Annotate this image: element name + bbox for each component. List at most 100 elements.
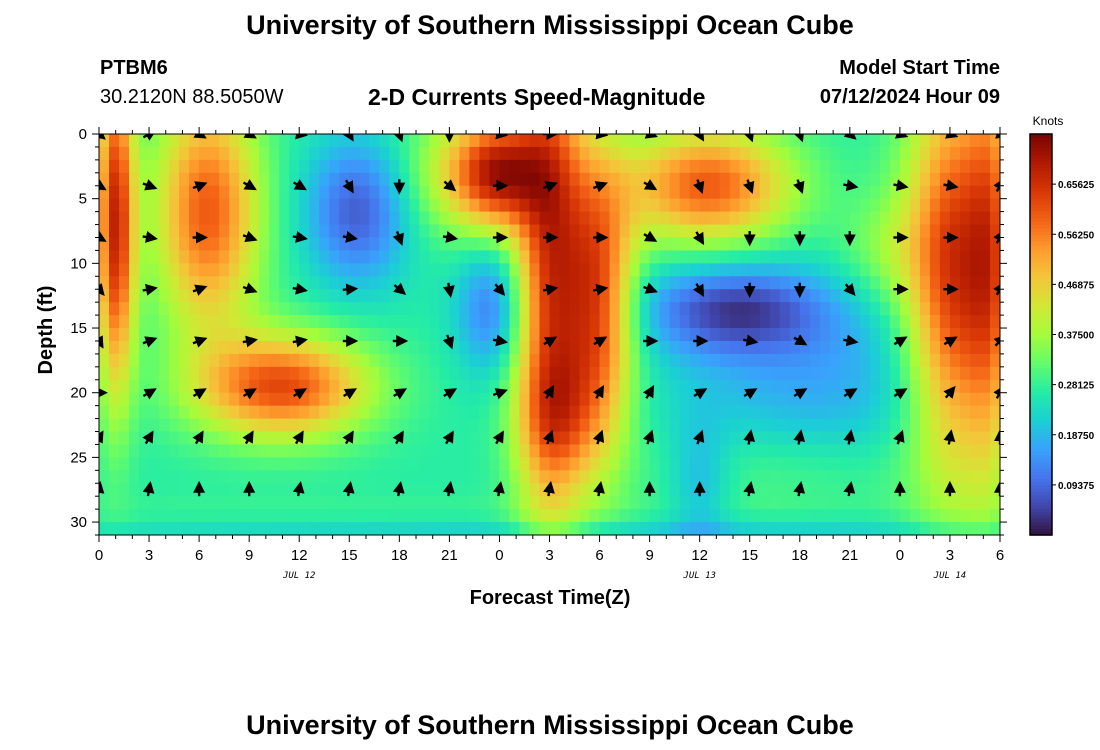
heatmap-cell xyxy=(119,444,130,458)
heatmap-cell xyxy=(239,198,250,213)
heatmap-cell xyxy=(839,289,851,303)
heatmap-cell xyxy=(169,431,180,446)
heatmap-cell xyxy=(209,366,220,381)
heatmap-cell xyxy=(329,224,340,239)
heatmap-cell xyxy=(949,224,961,239)
heatmap-cell xyxy=(709,185,721,200)
heatmap-cell xyxy=(679,276,691,290)
heatmap-cell xyxy=(559,353,571,368)
heatmap-cell xyxy=(329,198,340,213)
heatmap-cell xyxy=(129,353,140,368)
heatmap-cell xyxy=(909,198,921,213)
heatmap-cell xyxy=(279,483,290,497)
heatmap-cell xyxy=(559,457,571,471)
heatmap-cell xyxy=(809,522,821,535)
heatmap-cell xyxy=(539,353,551,368)
heatmap-cell xyxy=(919,146,931,161)
heatmap-cell xyxy=(939,134,951,148)
heatmap-cell xyxy=(169,172,180,187)
heatmap-cell xyxy=(699,483,711,497)
heatmap-cell xyxy=(929,470,941,484)
heatmap-cell xyxy=(199,496,210,510)
heatmap-cell xyxy=(119,172,130,187)
current-arrow xyxy=(242,179,257,191)
heatmap-cell xyxy=(909,289,921,303)
heatmap-cell xyxy=(179,340,190,355)
heatmap-cell xyxy=(499,172,511,187)
heatmap-cell xyxy=(459,366,471,381)
heatmap-cell xyxy=(179,496,190,510)
heatmap-cell xyxy=(499,418,511,433)
heatmap-cell xyxy=(789,250,801,264)
current-arrow xyxy=(292,282,308,295)
heatmap-cell xyxy=(829,340,841,355)
heatmap-cell xyxy=(129,172,140,187)
heatmap-cell xyxy=(469,159,481,174)
heatmap-cell xyxy=(939,496,951,510)
colorbar-swatch xyxy=(1030,481,1052,486)
heatmap-cell xyxy=(899,237,911,252)
y-tick-label: 15 xyxy=(70,320,87,337)
colorbar-swatch xyxy=(1030,414,1052,419)
heatmap-cell xyxy=(259,431,270,446)
heatmap-cell xyxy=(319,483,330,497)
heatmap-cell xyxy=(499,392,511,407)
heatmap-cell xyxy=(359,366,370,381)
heatmap-cell xyxy=(689,509,701,523)
heatmap-cell xyxy=(439,353,450,368)
heatmap-cell xyxy=(829,289,841,303)
heatmap-cell xyxy=(749,146,761,161)
heatmap-cell xyxy=(779,379,791,394)
colorbar-swatch xyxy=(1030,408,1052,412)
heatmap-cell xyxy=(209,302,220,316)
heatmap-cell xyxy=(239,315,250,329)
heatmap-cell xyxy=(969,198,981,213)
heatmap-cell xyxy=(209,185,220,200)
heatmap-cell xyxy=(659,431,671,446)
heatmap-cell xyxy=(669,366,681,381)
heatmap-cell xyxy=(569,302,581,316)
heatmap-cell xyxy=(319,289,330,303)
colorbar-swatch xyxy=(1030,424,1052,429)
heatmap-cell xyxy=(729,250,741,264)
heatmap-cell xyxy=(649,509,661,523)
heatmap-cell xyxy=(369,379,380,394)
heatmap-cell xyxy=(479,276,491,290)
colorbar-swatch xyxy=(1030,307,1052,312)
heatmap-cell xyxy=(979,159,991,174)
heatmap-cell xyxy=(469,185,481,200)
heatmap-cell xyxy=(99,392,110,407)
heatmap-cell xyxy=(129,146,140,161)
heatmap-cell xyxy=(639,379,651,394)
heatmap-cell xyxy=(739,353,751,368)
heatmap-cell xyxy=(599,289,611,303)
heatmap-cell xyxy=(929,289,941,303)
heatmap-cell xyxy=(779,302,791,316)
heatmap-cell xyxy=(959,431,971,446)
heatmap-cell xyxy=(819,224,831,239)
x-tick-label: 6 xyxy=(996,547,1004,564)
heatmap-cell xyxy=(369,392,380,407)
heatmap-cell xyxy=(869,328,881,342)
heatmap-cell xyxy=(199,457,210,471)
heatmap-cell xyxy=(589,522,601,535)
heatmap-cell xyxy=(339,379,350,394)
heatmap-cell xyxy=(749,185,761,200)
heatmap-cell xyxy=(989,366,1000,381)
heatmap-cell xyxy=(379,405,390,420)
heatmap-cell xyxy=(949,172,961,187)
heatmap-cell xyxy=(349,328,360,342)
heatmap-cell xyxy=(819,289,831,303)
heatmap-cell xyxy=(369,340,380,355)
heatmap-cell xyxy=(219,496,230,510)
heatmap-cell xyxy=(809,224,821,239)
heatmap-cell xyxy=(389,250,400,264)
heatmap-cell xyxy=(299,250,310,264)
heatmap-cell xyxy=(819,483,831,497)
heatmap-cell xyxy=(559,315,571,329)
heatmap-cell xyxy=(269,211,280,226)
heatmap-cell xyxy=(479,185,491,200)
heatmap-cell xyxy=(709,340,721,355)
heatmap-cell xyxy=(599,392,611,407)
heatmap-cell xyxy=(639,509,651,523)
